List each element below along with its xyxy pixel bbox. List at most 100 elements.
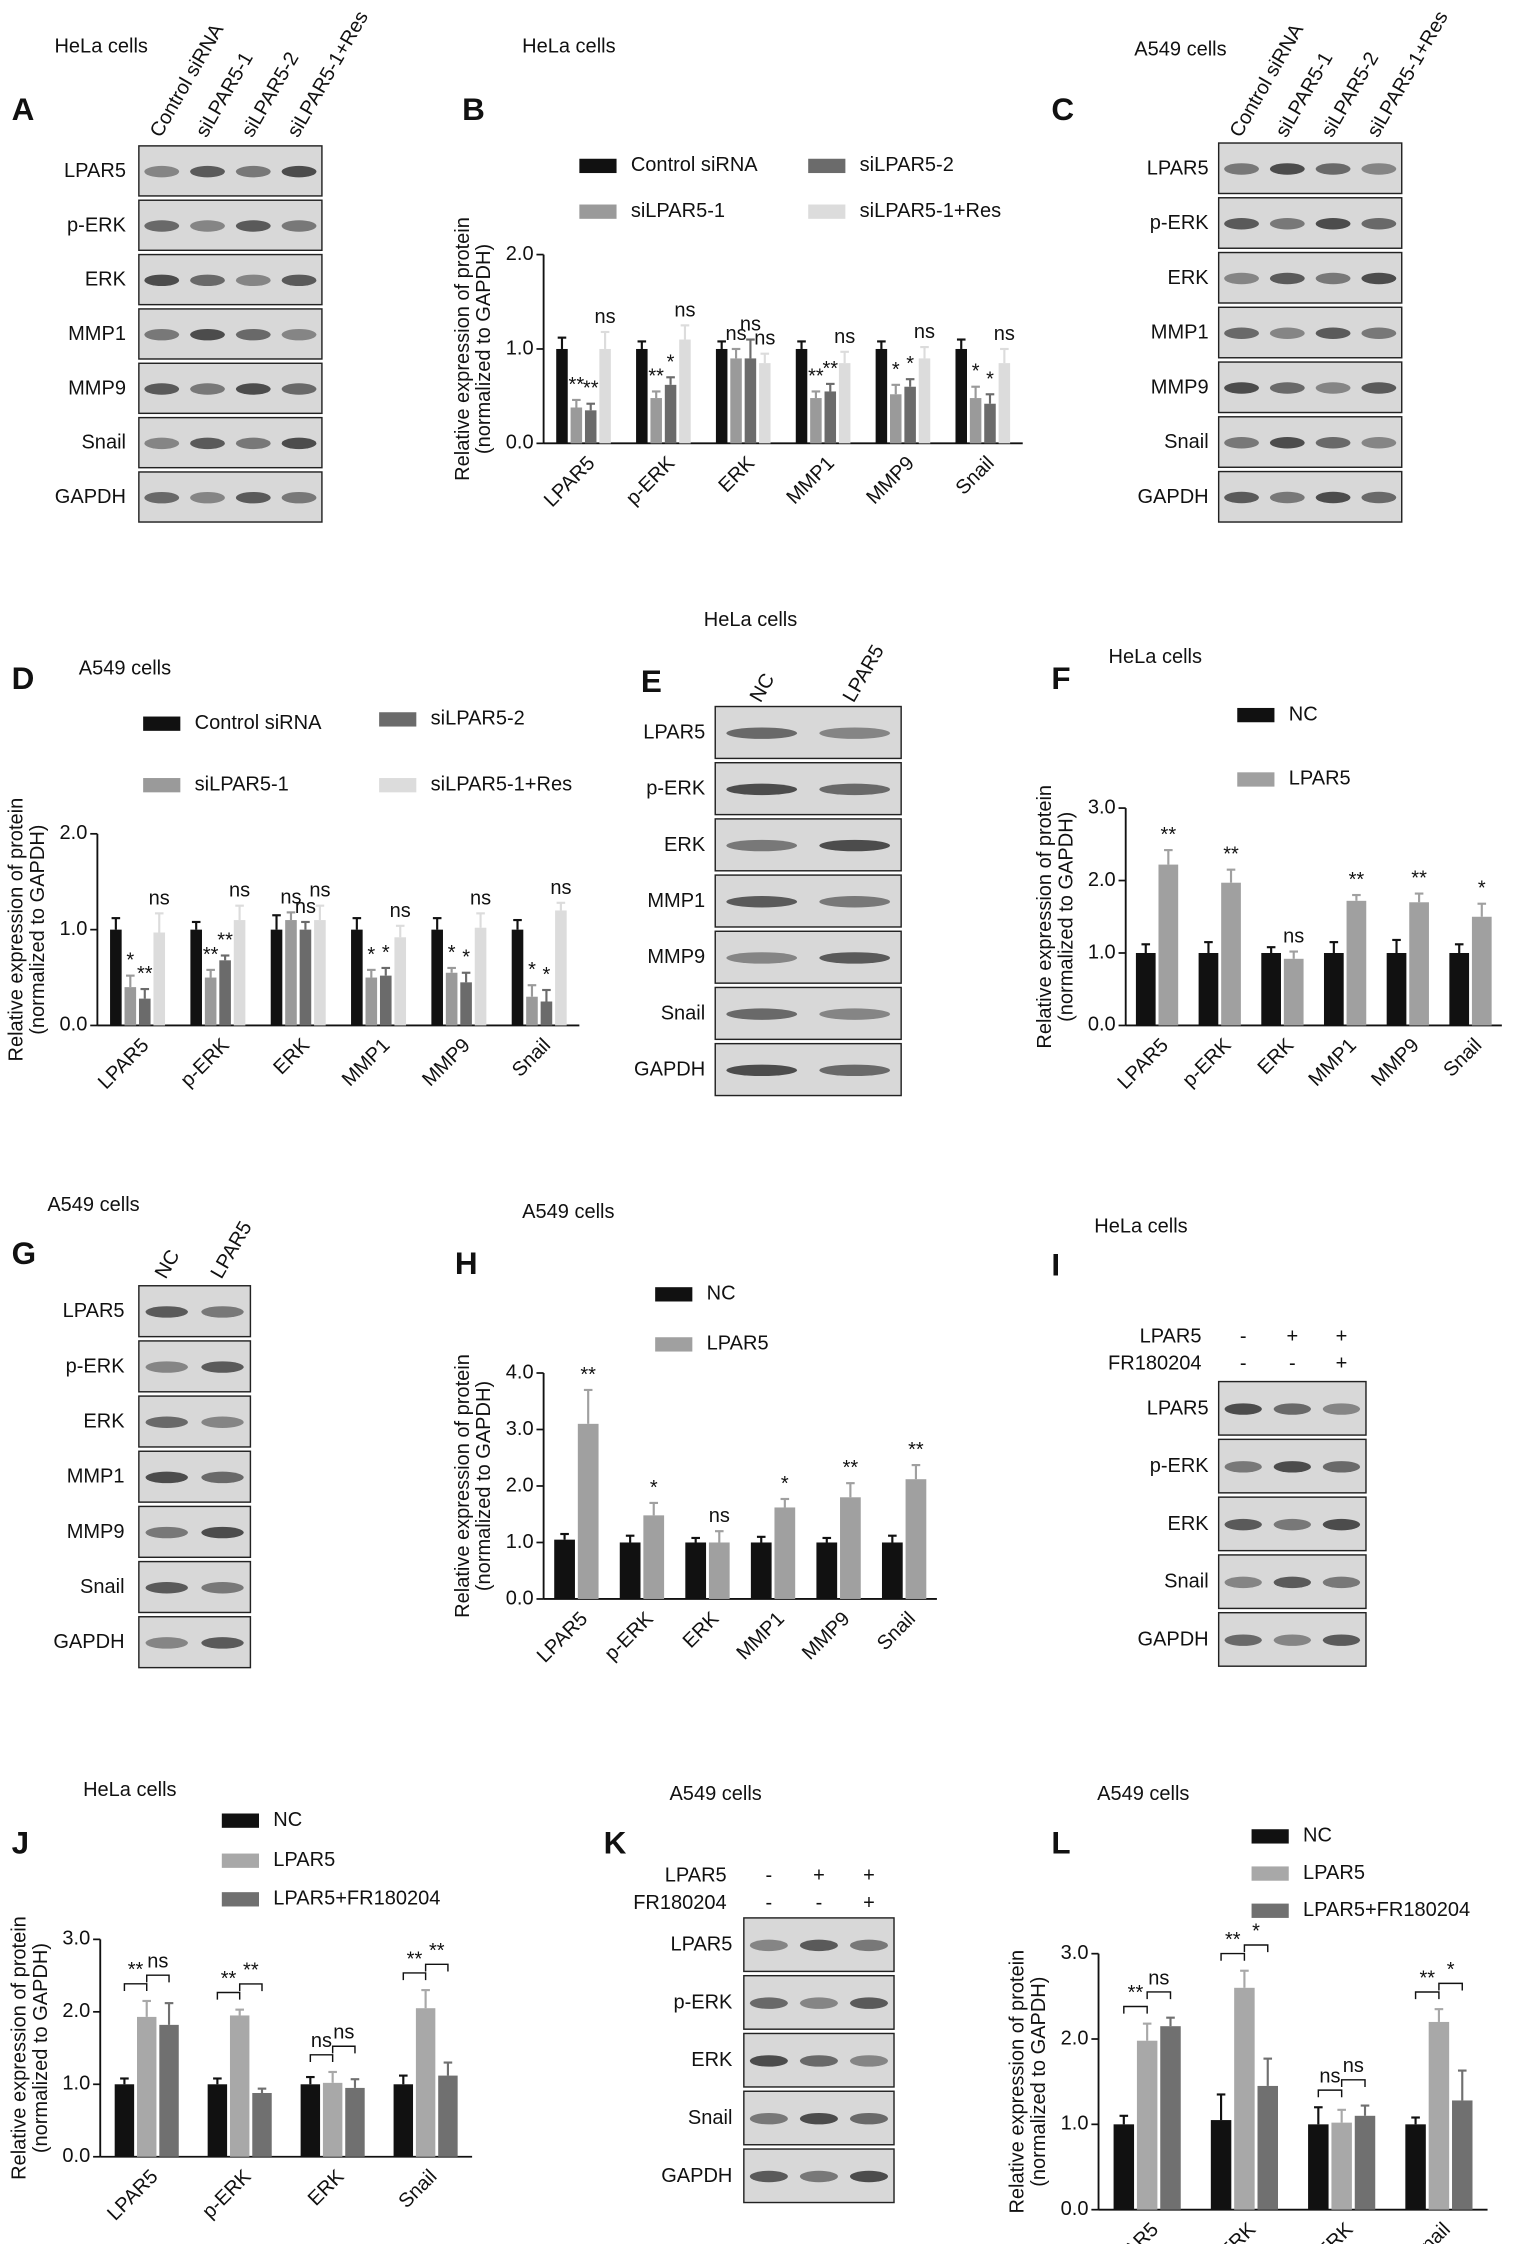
x-tick-label: LPAR5 xyxy=(94,1034,153,1093)
row-label: LPAR5 xyxy=(64,160,126,182)
y-tick-label: 1.0 xyxy=(60,918,88,940)
blot-band xyxy=(1273,1403,1311,1415)
y-tick-label: 0.0 xyxy=(1061,2198,1089,2220)
significance-label: * xyxy=(528,959,536,981)
blot-band xyxy=(726,839,798,852)
x-tick-label: p-ERK xyxy=(176,1034,234,1092)
bar xyxy=(445,972,458,1026)
panel-letter: K xyxy=(604,1825,627,1860)
treatment-sign: - xyxy=(816,1892,823,1914)
bar xyxy=(540,1001,553,1026)
bar xyxy=(1136,2040,1158,2210)
bar xyxy=(1160,2026,1181,2210)
significance-label: * xyxy=(462,947,470,969)
bar xyxy=(599,348,611,444)
bar xyxy=(1346,900,1367,1026)
legend-label: siLPAR5-1 xyxy=(631,200,725,222)
bar xyxy=(351,929,363,1026)
lane-label: siLPAR5-1+Res xyxy=(283,7,373,141)
blot-band xyxy=(819,1064,891,1077)
bar xyxy=(664,384,677,444)
blot-band xyxy=(145,1306,188,1318)
bar xyxy=(984,403,996,444)
bar xyxy=(314,920,326,1026)
row-label: Snail xyxy=(661,1002,706,1024)
blot-band xyxy=(281,328,317,341)
significance-label: ns xyxy=(595,306,616,328)
legend-label: LPAR5 xyxy=(1303,1862,1365,1884)
significance-label: ns xyxy=(147,1951,168,1973)
bar xyxy=(393,2084,414,2157)
blot-band xyxy=(235,274,271,287)
significance-bracket xyxy=(424,1963,449,1972)
legend-swatch xyxy=(1251,1866,1289,1881)
bar xyxy=(300,2084,321,2157)
blot-band xyxy=(1269,491,1305,504)
bar xyxy=(322,2082,343,2157)
bar xyxy=(838,363,851,444)
blot-band xyxy=(144,437,180,450)
bar xyxy=(1283,958,1304,1026)
x-tick-label: p-ERK xyxy=(1203,2218,1261,2244)
panel-title: A549 cells xyxy=(47,1194,139,1216)
blot-band xyxy=(145,1582,188,1594)
bar xyxy=(365,977,378,1026)
bar xyxy=(918,358,931,444)
y-tick-label: 0.0 xyxy=(506,1587,534,1609)
blot-band xyxy=(1224,1576,1262,1589)
row-label: LPAR5 xyxy=(1147,157,1209,179)
x-tick-label: Snail xyxy=(394,2166,441,2213)
treatment-sign: + xyxy=(813,1865,825,1887)
bar xyxy=(905,1479,927,1599)
row-label: LPAR5 xyxy=(643,721,705,743)
legend-swatch xyxy=(1251,1903,1289,1918)
legend-label: siLPAR5-1 xyxy=(195,773,289,795)
y-tick-label: 3.0 xyxy=(62,1928,90,1950)
blot-band xyxy=(190,383,225,395)
x-tick-label: ERK xyxy=(714,452,759,497)
panel-letter: D xyxy=(12,661,35,696)
y-axis-label: Relative expression of protein xyxy=(1034,785,1056,1049)
bar xyxy=(474,927,487,1026)
blot-band xyxy=(849,2170,889,2183)
y-tick-label: 2.0 xyxy=(506,1474,534,1496)
bar xyxy=(1331,2122,1352,2210)
legend-label: LPAR5 xyxy=(707,1333,769,1355)
significance-bracket xyxy=(146,1974,170,1983)
significance-label: ns xyxy=(1283,926,1304,948)
blot-band xyxy=(1224,1461,1262,1473)
lane-label: siLPAR5-1+Res xyxy=(1363,7,1453,141)
blot-band xyxy=(1269,437,1305,449)
y-tick-label: 1.0 xyxy=(1088,941,1116,963)
significance-label: * xyxy=(650,1477,658,1499)
row-label: p-ERK xyxy=(1150,1455,1210,1477)
blot-band xyxy=(201,1306,244,1318)
legend-swatch xyxy=(655,1287,693,1302)
significance-label: ns xyxy=(914,321,935,343)
legend-swatch xyxy=(221,1813,259,1828)
blot-band xyxy=(235,491,271,504)
y-tick-label: 2.0 xyxy=(60,822,88,844)
legend-label: Control siRNA xyxy=(195,712,322,734)
panel-title: A549 cells xyxy=(1134,38,1226,60)
bar xyxy=(345,2087,365,2157)
y-axis-label: Relative expression of protein xyxy=(452,217,474,481)
y-axis-label: Relative expression of protein xyxy=(6,798,28,1062)
bar xyxy=(1452,2100,1473,2210)
blot-band xyxy=(190,220,225,232)
x-tick-label: ERK xyxy=(1313,2218,1358,2244)
significance-bracket xyxy=(402,1972,427,1981)
blot-band xyxy=(1224,163,1259,175)
lane-label: LPAR5 xyxy=(207,1218,257,1283)
blot-band xyxy=(1361,491,1397,504)
bar xyxy=(715,348,728,444)
legend-label: NC xyxy=(1289,703,1318,725)
significance-label: ns xyxy=(994,323,1015,345)
blot-band xyxy=(726,1064,798,1077)
y-axis-label: Relative expression of protein xyxy=(452,1354,474,1618)
bar xyxy=(1234,1987,1255,2210)
legend-swatch xyxy=(379,712,417,727)
x-tick-label: LPAR5 xyxy=(103,2166,162,2225)
significance-label: ns xyxy=(754,328,775,350)
significance-bracket xyxy=(238,1983,263,1992)
